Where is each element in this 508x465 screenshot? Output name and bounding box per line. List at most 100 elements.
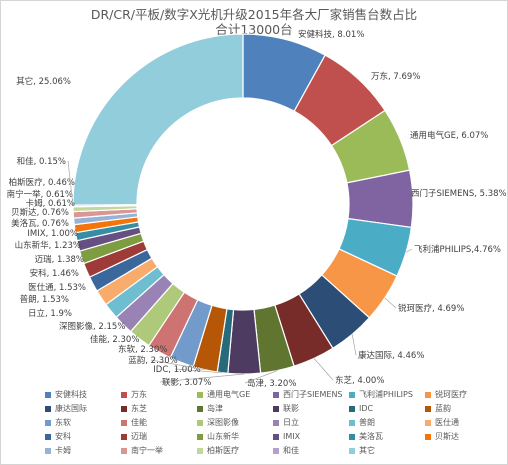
legend-item-2: 通用电气GE bbox=[197, 389, 273, 400]
legend-label: IMIX bbox=[283, 432, 301, 441]
data-label-5: 锐珂医疗, 4.69% bbox=[398, 303, 464, 314]
legend-item-3: 西门子SIEMENS bbox=[273, 389, 349, 400]
legend-swatch bbox=[425, 419, 431, 426]
data-label-25: 南宁一举, 0.61% bbox=[7, 189, 73, 200]
legend-item-21: IMIX bbox=[273, 431, 349, 442]
legend-swatch bbox=[197, 447, 203, 454]
legend-swatch bbox=[121, 433, 127, 440]
data-label-6: 康达国际, 4.46% bbox=[358, 350, 424, 361]
legend-swatch bbox=[121, 391, 127, 398]
legend-label: 卡姆 bbox=[55, 446, 71, 455]
legend-item-20: 山东新华 bbox=[197, 431, 273, 442]
legend-label: 其它 bbox=[359, 446, 375, 455]
data-label-24: 卡姆, 0.61% bbox=[26, 198, 75, 209]
data-label-18: 安科, 1.46% bbox=[30, 268, 79, 279]
legend-item-24: 卡姆 bbox=[45, 445, 121, 456]
leader-line-7 bbox=[313, 358, 334, 381]
data-label-13: 佳能, 2.30% bbox=[90, 334, 139, 345]
legend-item-26: 柏斯医疗 bbox=[197, 445, 273, 456]
legend-label: 万东 bbox=[131, 390, 147, 399]
data-label-9: 联影, 3.07% bbox=[162, 377, 211, 388]
data-label-17: 医仕通, 1.53% bbox=[28, 282, 86, 293]
legend-item-1: 万东 bbox=[121, 389, 197, 400]
legend-swatch bbox=[273, 405, 279, 412]
data-label-8: 岛津, 3.20% bbox=[247, 378, 296, 389]
legend-item-14: 深图影像 bbox=[197, 417, 273, 428]
legend-item-23: 贝斯达 bbox=[425, 431, 501, 442]
legend-label: 柏斯医疗 bbox=[207, 446, 239, 455]
leader-line-8 bbox=[244, 370, 278, 384]
legend-label: 东软 bbox=[55, 418, 71, 427]
legend-label: 南宁一举 bbox=[131, 446, 163, 455]
legend-label: 佳能 bbox=[131, 418, 147, 427]
legend-swatch bbox=[121, 405, 127, 412]
legend-item-17: 医仕通 bbox=[425, 417, 501, 428]
data-label-14: 深图影像, 2.15% bbox=[59, 321, 125, 332]
legend-label: 安科 bbox=[55, 432, 71, 441]
legend-label: 安健科技 bbox=[55, 390, 87, 399]
legend-label: 岛津 bbox=[207, 404, 223, 413]
data-label-28: 其它, 25.06% bbox=[16, 76, 71, 87]
legend-label: 飞利浦PHILIPS bbox=[359, 390, 413, 399]
legend-swatch bbox=[349, 405, 355, 412]
legend-label: 蓝韵 bbox=[435, 404, 451, 413]
legend-label: 迈瑞 bbox=[131, 432, 147, 441]
legend-swatch bbox=[349, 419, 355, 426]
legend-swatch bbox=[425, 405, 431, 412]
legend-label: 贝斯达 bbox=[435, 432, 459, 441]
legend-item-22: 美洛瓦 bbox=[349, 431, 425, 442]
legend-label: 山东新华 bbox=[207, 432, 239, 441]
data-label-21: IMIX, 1.00% bbox=[27, 229, 78, 239]
legend-item-25: 南宁一举 bbox=[121, 445, 197, 456]
data-label-3: 西门子SIEMENS, 5.38% bbox=[411, 188, 507, 199]
legend-swatch bbox=[45, 419, 51, 426]
legend-swatch bbox=[197, 433, 203, 440]
data-label-26: 柏斯医疗, 0.46% bbox=[9, 177, 75, 188]
legend-swatch bbox=[45, 447, 51, 454]
legend-item-4: 飞利浦PHILIPS bbox=[349, 389, 425, 400]
legend-swatch bbox=[197, 405, 203, 412]
legend-item-6: 康达国际 bbox=[45, 403, 121, 414]
chart-subtitle: 合计13000台 bbox=[215, 22, 293, 37]
legend-label: 和佳 bbox=[283, 446, 299, 455]
legend-label: 普朗 bbox=[359, 418, 375, 427]
legend-item-12: 东软 bbox=[45, 417, 121, 428]
legend-swatch bbox=[197, 391, 203, 398]
data-label-22: 美洛瓦, 0.76% bbox=[11, 218, 69, 229]
leader-line-11 bbox=[150, 359, 206, 371]
legend-item-16: 普朗 bbox=[349, 417, 425, 428]
legend-label: 日立 bbox=[283, 418, 299, 427]
legend-swatch bbox=[197, 419, 203, 426]
data-label-10: IDC, 1.00% bbox=[153, 365, 200, 375]
legend-label: 西门子SIEMENS bbox=[283, 390, 343, 399]
legend-item-0: 安健科技 bbox=[45, 389, 121, 400]
legend-item-27: 和佳 bbox=[273, 445, 349, 456]
legend-label: 锐珂医疗 bbox=[435, 390, 467, 399]
legend-label: IDC bbox=[359, 404, 374, 413]
data-label-23: 贝斯达, 0.76% bbox=[11, 207, 69, 218]
legend-label: 美洛瓦 bbox=[359, 432, 383, 441]
chart-legend: 安健科技 万东 通用电气GE 西门子SIEMENS 飞利浦PHILIPS 锐珂医疗康达国际… bbox=[45, 389, 505, 456]
legend-swatch bbox=[425, 391, 431, 398]
leader-line-9 bbox=[159, 373, 245, 383]
data-label-12: 东软, 2.30% bbox=[118, 344, 167, 355]
data-label-27: 和佳, 0.15% bbox=[17, 156, 66, 167]
legend-item-15: 日立 bbox=[273, 417, 349, 428]
data-label-19: 迈瑞, 1.38% bbox=[35, 254, 84, 265]
legend-item-9: 联影 bbox=[273, 403, 349, 414]
data-label-11: 蓝韵, 2.30% bbox=[128, 355, 177, 366]
data-label-1: 万东, 7.69% bbox=[371, 71, 420, 82]
leader-line-10 bbox=[174, 368, 223, 374]
legend-swatch bbox=[121, 419, 127, 426]
legend-swatch bbox=[349, 447, 355, 454]
legend-swatch bbox=[45, 405, 51, 412]
legend-label: 医仕通 bbox=[435, 418, 459, 427]
legend-item-13: 佳能 bbox=[121, 417, 197, 428]
legend-swatch bbox=[121, 447, 127, 454]
data-label-16: 普朗, 1.53% bbox=[20, 294, 69, 305]
legend-swatch bbox=[349, 433, 355, 440]
chart-title: DR/CR/平板/数字X光机升级2015年各大厂家销售台数占比 bbox=[90, 7, 418, 22]
data-label-2: 通用电气GE, 6.07% bbox=[410, 130, 488, 141]
legend-label: 通用电气GE bbox=[207, 390, 251, 399]
